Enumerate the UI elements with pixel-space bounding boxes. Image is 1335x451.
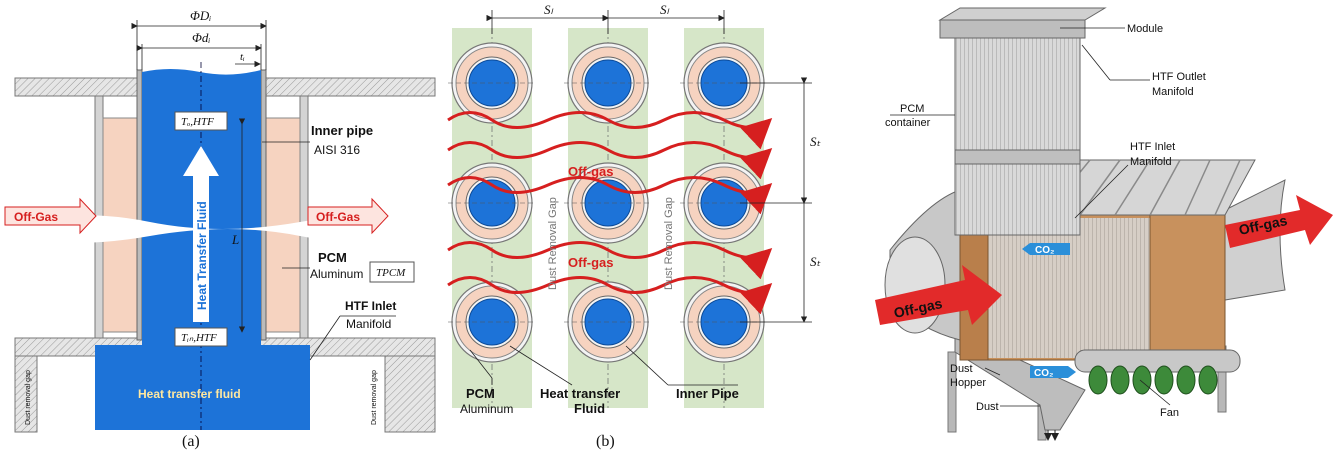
leg-1 [947, 351, 957, 433]
outer-wall-right [299, 95, 309, 339]
offgas-out-arrow [1225, 195, 1333, 248]
module-label: Module [1127, 23, 1163, 35]
offgas-label-2: Off-gas [568, 255, 614, 270]
tube-cross-section [448, 281, 536, 363]
htf-label-b2: Fluid [574, 401, 605, 416]
caption-b: (b) [596, 433, 615, 450]
fan-unit [1110, 365, 1130, 395]
fan-unit [1198, 365, 1218, 395]
pcm-label-b: PCM [466, 386, 495, 401]
inner-pipe-label-b: Inner Pipe [676, 386, 739, 401]
dim-t: tᵢ [240, 51, 245, 63]
offgas-arrow-left [4, 197, 97, 235]
hopper-label-2: Hopper [950, 377, 986, 389]
offgas-label-1: Off-gas [568, 164, 614, 179]
hopper-label-1: Dust [950, 363, 973, 375]
htf-label-b1: Heat transfer [540, 386, 620, 401]
pcm-container-label-2: container [885, 117, 931, 129]
co2-bottom: CO₂ [1034, 368, 1053, 379]
dust-gap-left: Dust removal gap [25, 370, 32, 425]
t-pcm: TPCM [376, 267, 406, 279]
gap-label-2: Dust Removal Gap [663, 197, 675, 290]
fan-unit [1176, 365, 1196, 395]
dim-d: Φdᵢ [192, 30, 210, 45]
inner-wall-right [260, 69, 267, 341]
sl-label-2: Sₗ [660, 2, 670, 17]
pcm-label: PCM [318, 250, 347, 265]
offgas-waves [447, 111, 773, 315]
tube-cross-section [680, 42, 768, 124]
offgas-left-label: Off-Gas [14, 210, 58, 224]
gap-label-1: Dust Removal Gap [547, 197, 559, 290]
pcm-container-label-1: PCM [900, 103, 924, 115]
fan-row [1088, 365, 1218, 395]
dim-L: L [231, 232, 239, 247]
st-label-2: Sₜ [810, 254, 822, 269]
dim-D: ΦDᵢ [190, 8, 211, 23]
module-block [954, 34, 1081, 236]
dust-label: Dust [976, 401, 999, 413]
aluminum-label-b: Aluminum [460, 402, 513, 416]
offgas-right-label: Off-Gas [316, 210, 360, 224]
htf-inlet-label-1: HTF Inlet [1130, 141, 1175, 153]
tube-grid [448, 42, 768, 363]
tube-cross-section [448, 162, 536, 244]
t-in-htf: Tᵢₙ,HTF [181, 332, 217, 344]
htf-vertical-label: Heat Transfer Fluid [195, 201, 209, 310]
co2-top: CO₂ [1035, 245, 1054, 256]
t-out-htf: Tₒ,HTF [181, 116, 214, 128]
htf-bottom-label: Heat transfer fluid [138, 387, 241, 401]
panel-a: ΦDᵢ Φdᵢ tᵢ L Tₒ,HTF Tᵢₙ,HTF Heat Transfe… [4, 8, 440, 450]
fan-unit [1088, 365, 1108, 395]
dust-gap-right: Dust removal gap [371, 370, 378, 425]
aluminum-label: Aluminum [310, 267, 363, 281]
htf-flow-arrow [183, 146, 219, 322]
tube-cross-section [564, 42, 652, 124]
st-label-1: Sₜ [810, 134, 822, 149]
fan-unit [1132, 365, 1152, 395]
htf-outlet-label-1: HTF Outlet [1152, 71, 1206, 83]
inner-wall-left [136, 69, 143, 341]
tube-cross-section [448, 42, 536, 124]
htf-outlet-label-2: Manifold [1152, 86, 1194, 98]
htf-inlet-label-2: Manifold [1130, 156, 1172, 168]
offgas-in-arrow [875, 265, 1002, 325]
tube-cross-section [564, 281, 652, 363]
fan-label: Fan [1160, 407, 1179, 419]
htf-inlet-label: HTF Inlet [345, 299, 396, 313]
inner-pipe-label: Inner pipe [311, 123, 373, 138]
aisi-label: AISI 316 [314, 143, 360, 157]
panel-b: Off-gas Off-gas Dust Removal Gap Dust Re… [447, 2, 822, 450]
panel-c: Off-gas Off-gas CO₂ CO₂ Module HTF Outle… [875, 7, 1333, 441]
fan-unit [1154, 365, 1174, 395]
outlet-manifold [938, 7, 1107, 21]
caption-a: (a) [182, 433, 200, 450]
manifold-label: Manifold [346, 317, 391, 331]
offgas-arrow-right [307, 197, 389, 235]
sl-label-1: Sₗ [544, 2, 554, 17]
